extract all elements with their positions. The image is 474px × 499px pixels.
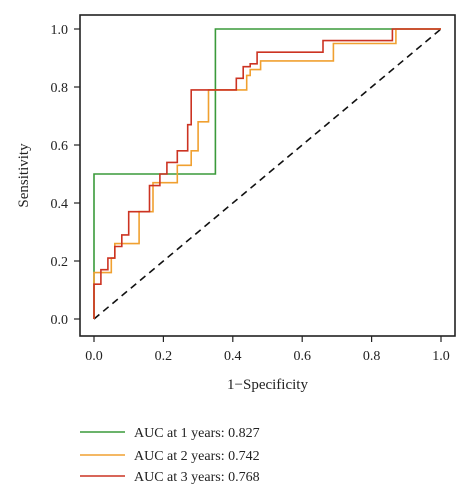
roc-line-series-1 [93,28,441,319]
x-tick-label: 1.0 [432,349,450,364]
x-axis: 0.0 0.2 0.4 0.6 0.8 1.0 [85,336,450,364]
y-tick-label: 0.6 [51,139,69,154]
legend-label-series-3: AUC at 3 years: 0.768 [134,470,260,485]
x-tick-label: 0.8 [363,349,381,364]
plot-area [79,14,456,337]
x-tick-label: 0.2 [155,349,173,364]
y-tick-label: 0.4 [51,197,69,212]
y-tick-label: 0.0 [51,313,69,328]
x-axis-label: 1−Specificity [227,377,308,393]
x-tick-label: 0.0 [85,349,103,364]
y-tick-label: 0.2 [51,255,69,270]
y-axis-label: Sensitivity [16,143,32,208]
legend-label-series-1: AUC at 1 years: 0.827 [134,426,260,441]
roc-line-series-3 [93,28,441,319]
y-axis: 0.0 0.2 0.4 0.6 0.8 1.0 [51,23,80,328]
reference-diagonal-line [93,28,442,320]
x-tick-label: 0.4 [224,349,242,364]
y-tick-label: 0.8 [51,81,69,96]
legend: AUC at 1 years: 0.827 AUC at 2 years: 0.7… [80,426,260,485]
legend-label-series-2: AUC at 2 years: 0.742 [134,449,260,464]
y-tick-label: 1.0 [51,23,69,38]
x-tick-label: 0.6 [293,349,311,364]
plot-frame [79,14,456,337]
